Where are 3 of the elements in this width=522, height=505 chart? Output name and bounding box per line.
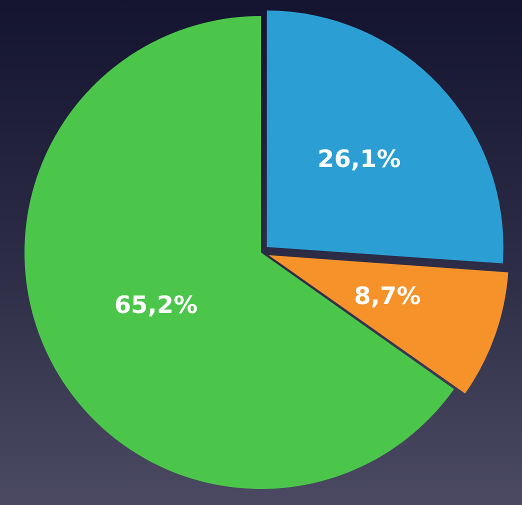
data-label: 26,1%	[318, 145, 401, 174]
data-label: 65,2%	[114, 291, 198, 320]
data-label: 8,7%	[354, 282, 421, 310]
